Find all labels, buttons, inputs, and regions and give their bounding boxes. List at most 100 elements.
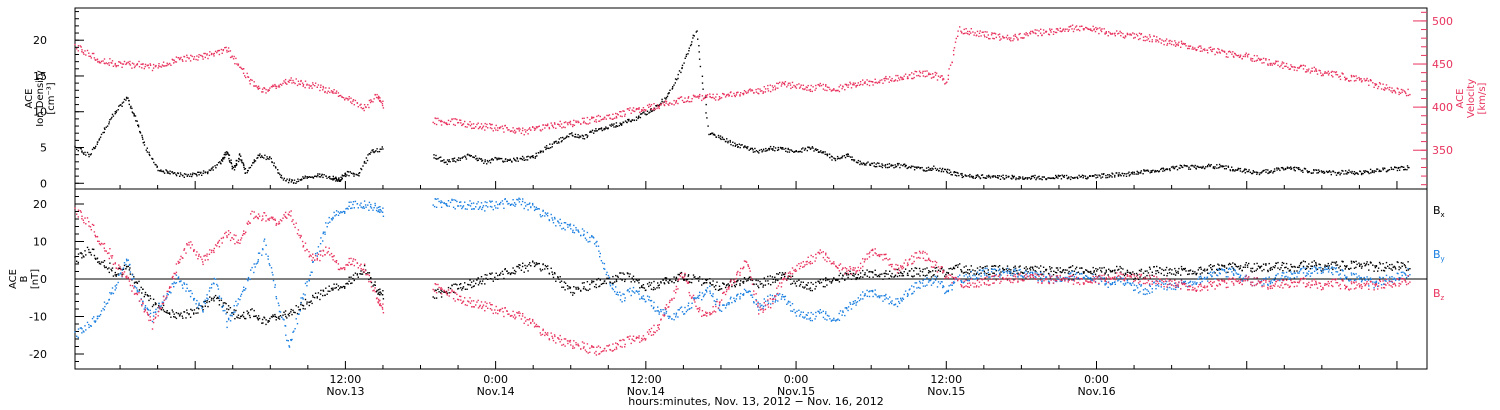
velocity-series-point <box>646 104 649 107</box>
velocity-series-point <box>369 101 372 104</box>
velocity-series-point <box>162 61 165 63</box>
bx-series-point <box>552 273 554 276</box>
bx-series-point <box>620 272 622 274</box>
velocity-series-point <box>198 54 200 56</box>
velocity-series-point <box>553 122 556 124</box>
velocity-series-point <box>244 75 246 77</box>
velocity-series-point <box>1017 38 1019 40</box>
bx-series-point <box>211 297 213 300</box>
velocity-series-point <box>209 51 211 53</box>
bx-series-point <box>1112 269 1114 272</box>
ion-density-series-point <box>633 119 635 121</box>
by-series-point <box>217 288 220 290</box>
velocity-series-point <box>207 57 209 60</box>
ion-density-series-point <box>1030 175 1033 178</box>
by-series-point <box>379 211 381 213</box>
ion-density-series-point <box>749 148 752 150</box>
velocity-series-point <box>1355 75 1357 77</box>
velocity-series-point <box>332 92 334 94</box>
ion-density-series-point <box>904 165 906 168</box>
bx-series-point <box>489 278 492 280</box>
ion-density-series-point <box>869 164 872 166</box>
velocity-series-point <box>623 110 625 112</box>
by-series-point <box>306 285 308 287</box>
ion-density-series-point <box>987 176 989 178</box>
ion-density-series-point <box>643 111 645 113</box>
ion-density-series-point <box>1002 177 1004 179</box>
ion-density-series-point <box>621 123 623 125</box>
velocity-series-point <box>1140 33 1142 36</box>
bx-series-point <box>1374 265 1376 267</box>
bx-series-point <box>149 297 152 300</box>
ion-density-series-point <box>772 148 774 150</box>
ion-density-series-point <box>699 65 702 68</box>
ion-density-series-point <box>785 147 787 150</box>
velocity-series-point <box>536 127 538 129</box>
ion-density-series-point <box>529 157 532 159</box>
ion-density-series-point <box>985 177 988 179</box>
velocity-series-point <box>1383 89 1386 91</box>
ion-density-series-point <box>1149 172 1151 174</box>
velocity-series-point <box>1335 73 1337 76</box>
bx-series-point <box>1021 271 1024 274</box>
bx-series-point <box>1170 273 1173 275</box>
bx-series-point <box>1187 273 1189 276</box>
velocity-series-point <box>912 77 914 80</box>
bx-series-point <box>1139 276 1141 278</box>
ion-density-series-point <box>684 57 686 59</box>
bx-series-point <box>781 274 783 276</box>
velocity-series-point <box>887 78 889 80</box>
ion-density-series-point <box>1114 176 1116 178</box>
velocity-series-point <box>511 130 513 132</box>
by-series-point <box>519 198 521 200</box>
bx-series-point <box>1339 269 1342 271</box>
ion-density-series-point <box>165 169 167 171</box>
ion-density-series-point <box>591 131 593 133</box>
ion-density-series-point <box>1017 178 1019 180</box>
velocity-series-point <box>1149 36 1151 38</box>
velocity-series-point <box>160 66 163 68</box>
velocity-series-point <box>1359 78 1361 80</box>
by-series-point <box>74 331 76 333</box>
velocity-series-point <box>460 122 462 124</box>
by-series-point <box>544 215 546 217</box>
bx-series-point <box>1339 265 1341 267</box>
velocity-series-point <box>1326 72 1328 74</box>
velocity-series-point <box>489 123 491 125</box>
velocity-series-point <box>1251 58 1254 60</box>
ion-density-series-point <box>366 159 369 162</box>
velocity-series-point <box>1064 28 1066 30</box>
ion-density-series-point <box>1323 171 1326 174</box>
bx-series-point <box>962 272 965 274</box>
bx-series-point <box>207 305 209 308</box>
bx-series-point <box>726 284 728 286</box>
ion-density-series-point <box>611 123 613 125</box>
bx-series-point <box>1104 273 1106 275</box>
velocity-series-point <box>210 53 213 56</box>
velocity-series-point <box>1055 31 1058 34</box>
ion-density-series-point <box>1241 171 1243 173</box>
velocity-series-point <box>568 121 570 124</box>
bx-series-point <box>114 274 116 276</box>
bx-series-point <box>1061 271 1063 273</box>
velocity-series-point <box>1261 62 1263 64</box>
ion-density-series-point <box>1307 171 1309 174</box>
ion-density-series-point <box>729 141 731 143</box>
ion-density-series-point <box>627 120 630 122</box>
velocity-series-point <box>251 79 253 81</box>
ion-density-series-point <box>240 160 243 162</box>
by-series-point <box>108 298 110 301</box>
bx-series-point <box>204 305 206 307</box>
bx-series-point <box>624 278 626 281</box>
bx-series-point <box>163 310 166 313</box>
velocity-series-point <box>1055 28 1058 30</box>
velocity-series-point <box>466 126 468 128</box>
velocity-series-point <box>472 123 475 125</box>
ion-density-series-point <box>1231 166 1233 168</box>
velocity-series-point <box>1309 72 1312 74</box>
ion-density-series-point <box>260 156 262 159</box>
bx-series-point <box>210 299 213 301</box>
ion-density-series-point <box>332 179 334 181</box>
ion-density-series-point <box>502 160 504 162</box>
ion-density-series-point <box>534 157 536 159</box>
